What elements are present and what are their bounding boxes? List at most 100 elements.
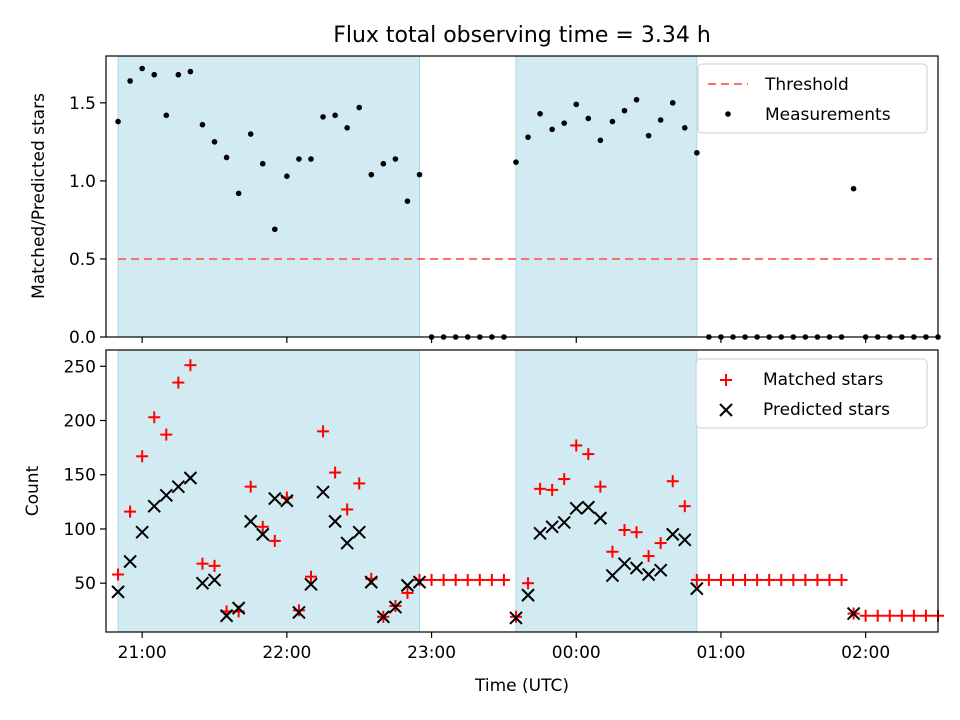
predicted-star-point: [412, 575, 427, 589]
predicted-star-point: [533, 526, 547, 541]
predicted-star-point: [316, 485, 330, 499]
measurement-point: [633, 96, 640, 103]
predicted-star-point: [581, 500, 596, 514]
count-panel-frame: [105, 349, 939, 633]
predicted-star-point: [159, 488, 173, 503]
measurement-point: [392, 156, 399, 162]
measurement-point: [223, 154, 230, 161]
predicted-star-point: [111, 585, 125, 599]
predicted-star-point: [340, 536, 354, 550]
x-tick-label: 02:00: [841, 643, 890, 663]
predicted-star-point: [219, 609, 234, 623]
matched-star-point: [256, 520, 269, 533]
matched-star-point: [329, 466, 342, 479]
measurement-point: [368, 171, 375, 178]
measurement-point: [609, 118, 616, 125]
predicted-star-point: [195, 576, 210, 590]
measurement-point: [115, 118, 121, 125]
y-tick-label: 1.5: [69, 94, 96, 114]
threshold-legend-label: Threshold: [764, 75, 849, 95]
predicted-star-point: [846, 606, 861, 621]
matched-star-point: [618, 524, 631, 537]
count-points: [111, 359, 944, 625]
measurement-point: [151, 71, 158, 78]
count-legend: Matched stars Predicted stars: [695, 358, 928, 429]
measurement-point: [549, 126, 555, 133]
matched-star-point: [124, 505, 137, 518]
measurement-point: [597, 137, 604, 144]
matched-star-point: [871, 609, 884, 622]
predicted-star-point: [256, 527, 270, 542]
predicted-star-point: [653, 563, 668, 577]
predicted-star-point: [678, 533, 692, 547]
matched-star-point: [919, 609, 932, 622]
observing-spans: [117, 55, 698, 338]
predicted-star-point: [388, 600, 403, 614]
predicted-star-point: [545, 520, 559, 534]
measurement-point: [645, 132, 652, 139]
matched-star-point: [775, 573, 788, 586]
measurement-point: [380, 160, 387, 167]
y-tick-label: 0.0: [69, 328, 96, 348]
predicted-star-point: [304, 577, 318, 591]
matched-star-point: [136, 450, 149, 463]
measurement-point: [356, 104, 363, 111]
predicted-star-point: [569, 501, 583, 516]
measurement-point: [332, 112, 338, 119]
count-legend-box: [695, 358, 928, 429]
predicted-star-point: [617, 556, 632, 571]
predicted-star-point: [135, 525, 149, 539]
predicted-star-point: [268, 491, 282, 506]
predicted-star-point: [292, 605, 306, 620]
count-panel: 50 100 150 200 250 21:00 22:00 23:00 00:00 01:00…: [23, 349, 944, 696]
measurement-point: [416, 171, 423, 178]
predicted-star-point: [666, 527, 680, 542]
ratio-y-label: Matched/Predicted stars: [29, 93, 49, 299]
observing-span: [515, 55, 698, 338]
matched-star-point: [739, 573, 752, 586]
matched-star-point: [811, 573, 824, 586]
predicted-legend-label: Predicted stars: [763, 400, 890, 420]
matched-star-point: [473, 573, 486, 586]
count-x-axis: 21:00 22:00 23:00 00:00 01:00 02:00: [118, 632, 890, 663]
measurement-point: [139, 65, 145, 72]
matched-star-point: [425, 573, 438, 586]
matched-star-point: [534, 482, 547, 495]
measurement-point: [296, 156, 302, 162]
y-tick-label: 150: [64, 466, 96, 486]
predicted-star-point: [207, 573, 222, 587]
predicted-star-point: [509, 611, 523, 625]
measurement-point: [850, 185, 857, 192]
predicted-star-point: [400, 578, 415, 593]
measurement-point: [404, 198, 411, 204]
measurement-point: [681, 125, 688, 131]
matched-star-point: [196, 557, 209, 570]
x-tick-label: 23:00: [407, 643, 456, 663]
x-tick-label: 01:00: [696, 643, 745, 663]
matched-star-point: [112, 568, 125, 581]
matched-star-point: [497, 573, 510, 586]
y-tick-label: 250: [64, 357, 96, 377]
matched-star-point: [413, 573, 426, 586]
matched-star-point: [148, 411, 161, 424]
matched-star-point: [666, 475, 679, 488]
measurement-point: [163, 112, 170, 119]
matched-star-point: [353, 477, 366, 490]
y-tick-label: 100: [64, 520, 96, 540]
matched-star-point: [714, 573, 727, 586]
matched-star-point: [292, 604, 305, 617]
measurement-point: [694, 149, 700, 156]
measurement-point: [211, 139, 218, 145]
matched-star-point: [184, 359, 197, 372]
count-y-label: Count: [23, 465, 43, 516]
measurement-point: [669, 100, 676, 106]
matched-star-point: [702, 573, 715, 586]
matched-star-point: [895, 609, 908, 622]
measurement-point: [621, 107, 628, 114]
ratio-y-axis: 0.0 0.5 1.0 1.5: [69, 94, 106, 348]
x-tick-label: 22:00: [262, 643, 311, 663]
matched-legend-label: Matched stars: [763, 370, 883, 390]
measurement-point: [657, 117, 664, 123]
measurement-point: [187, 68, 194, 75]
